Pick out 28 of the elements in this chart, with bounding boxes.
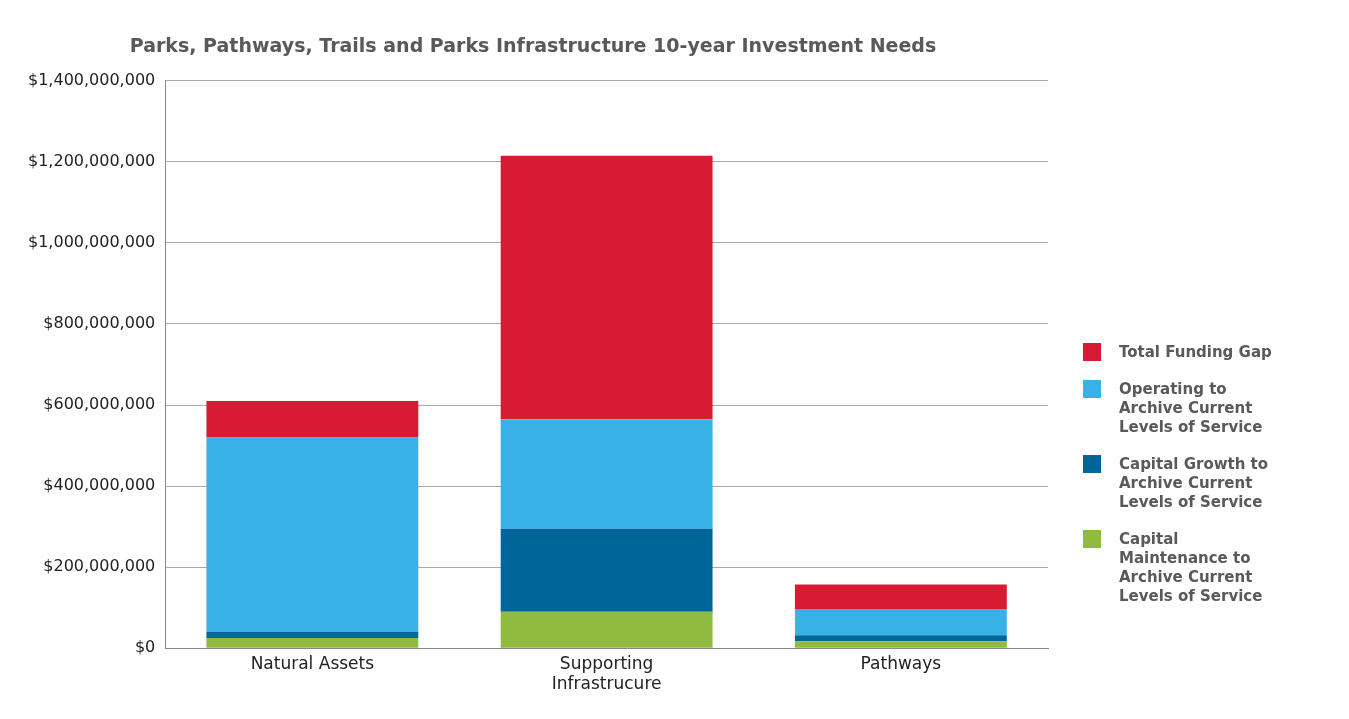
- bar: [206, 638, 419, 648]
- y-tick-label: $0: [134, 637, 156, 657]
- bar: [500, 419, 713, 529]
- legend-label: Operating to Archive Current Levels of Service: [1119, 380, 1264, 437]
- bar: [500, 611, 713, 648]
- y-tick-label: $200,000,000: [43, 556, 156, 576]
- x-tick-label: Supporting Infrastrucure: [551, 652, 662, 694]
- legend-label: Total Funding Gap: [1119, 343, 1273, 362]
- bar: [500, 155, 713, 420]
- y-tick-label: $1,400,000,000: [28, 69, 156, 89]
- bar: [500, 528, 713, 612]
- y-tick-label: $800,000,000: [43, 313, 156, 333]
- legend-label: Capital Growth to Archive Current Levels of Service: [1119, 455, 1270, 512]
- bar: [794, 641, 1007, 648]
- y-tick-label: $400,000,000: [43, 475, 156, 495]
- bar: [794, 584, 1007, 609]
- bar: [794, 608, 1007, 636]
- bar: [206, 437, 419, 632]
- y-tick-label: $600,000,000: [43, 394, 156, 414]
- x-tick-label: Natural Assets: [250, 652, 375, 673]
- y-tick-label: $1,200,000,000: [28, 151, 156, 171]
- chart-title: Parks, Pathways, Trails and Parks Infrastructure 10-year Investment Needs: [129, 34, 937, 57]
- bar: [794, 635, 1007, 642]
- x-tick-label: Pathways: [860, 652, 942, 673]
- y-tick-label: $1,000,000,000: [28, 232, 156, 252]
- legend-label: Capital Maintenance to Archive Current Levels of Service: [1119, 530, 1264, 606]
- bar: [206, 400, 419, 438]
- bar: [206, 631, 419, 639]
